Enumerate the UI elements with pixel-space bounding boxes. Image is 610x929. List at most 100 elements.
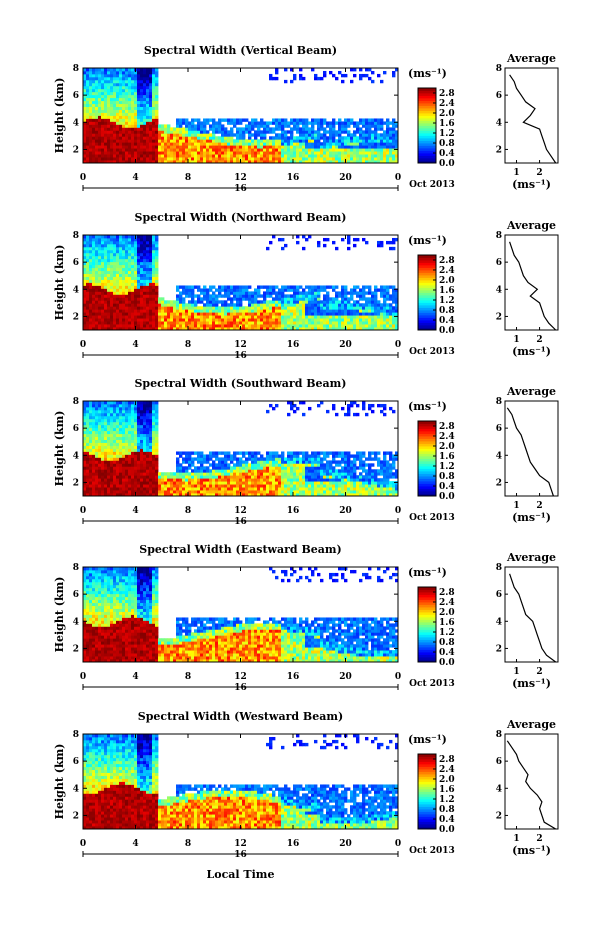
average-y-tick-label: 8: [496, 397, 502, 407]
average-line: [506, 740, 557, 830]
average-y-tick-label: 8: [496, 64, 502, 74]
panel-3: Spectral Width (Southward Beam) 2 4 6 8 Heigh…: [53, 377, 559, 527]
panel-title: Spectral Width (Eastward Beam): [139, 543, 341, 556]
x-tick-label: 0: [395, 506, 401, 516]
date-label: Oct 2013: [409, 679, 455, 689]
average-x-tick-label: 1: [513, 168, 519, 178]
y-tick-label: 2: [73, 478, 79, 488]
x-tick-label: 0: [395, 173, 401, 183]
y-tick-label: 8: [73, 64, 79, 74]
y-tick-label: 6: [73, 590, 79, 600]
colorbar-tick-label: 1.6: [439, 618, 455, 628]
colorbar-tick-label: 2.4: [439, 99, 455, 109]
colorbar-tick-label: 0.0: [439, 658, 455, 668]
colorbar-tick-label: 2.0: [439, 608, 455, 618]
colorbar-tick-label: 1.2: [439, 462, 455, 472]
colorbar-tick-label: 2.8: [439, 422, 455, 432]
x-tick-label: 0: [80, 340, 86, 350]
heatmap-cells: [83, 68, 399, 164]
x-tick-label: 12: [234, 340, 247, 350]
x-tick-label: 16: [287, 672, 300, 682]
average-y-tick-label: 2: [496, 145, 502, 155]
average-y-tick-label: 8: [496, 563, 502, 573]
average-title: Average: [506, 718, 556, 731]
y-axis-label: Height (km): [53, 744, 66, 820]
average-line: [509, 241, 557, 331]
average-y-tick-label: 4: [496, 451, 502, 461]
average-y-tick-label: 2: [496, 644, 502, 654]
average-y-tick-label: 4: [496, 784, 502, 794]
day-label: 16: [234, 850, 247, 860]
colorbar-tick-label: 1.6: [439, 785, 455, 795]
average-title: Average: [506, 551, 556, 564]
x-tick-label: 20: [339, 173, 352, 183]
y-tick-label: 8: [73, 397, 79, 407]
average-y-tick-label: 2: [496, 478, 502, 488]
colorbar-tick-label: 1.6: [439, 119, 455, 129]
colorbar-tick-label: 0.4: [439, 149, 455, 159]
x-tick-label: 16: [287, 839, 300, 849]
average-y-tick-label: 8: [496, 231, 502, 241]
panel-title: Spectral Width (Vertical Beam): [144, 44, 337, 57]
average-x-tick-label: 2: [536, 168, 542, 178]
panel-title: Spectral Width (Southward Beam): [134, 377, 346, 390]
colorbar-frame: [417, 87, 437, 164]
colorbar-frame: [417, 753, 437, 830]
y-tick-label: 6: [73, 91, 79, 101]
y-tick-label: 6: [73, 258, 79, 268]
average-x-tick-label: 1: [513, 834, 519, 844]
colorbar-tick-label: 1.6: [439, 286, 455, 296]
average-y-tick-label: 8: [496, 730, 502, 740]
colorbar-tick-label: 1.2: [439, 129, 455, 139]
x-tick-label: 4: [132, 672, 138, 682]
average-y-tick-label: 4: [496, 285, 502, 295]
colorbar-tick-label: 2.0: [439, 442, 455, 452]
x-tick-label: 0: [80, 506, 86, 516]
colorbar-unit-label: (ms⁻¹): [408, 234, 447, 247]
colorbar-tick-label: 1.2: [439, 628, 455, 638]
colorbar-tick-label: 0.8: [439, 139, 455, 149]
y-tick-label: 2: [73, 811, 79, 821]
colorbar-tick-label: 2.0: [439, 109, 455, 119]
date-label: Oct 2013: [409, 846, 455, 856]
average-frame: [504, 566, 559, 663]
average-line: [509, 74, 557, 164]
y-tick-label: 8: [73, 563, 79, 573]
y-tick-label: 4: [73, 617, 79, 627]
colorbar: 0.00.40.81.21.62.02.42.8: [417, 586, 455, 668]
colorbar-tick-label: 2.8: [439, 256, 455, 266]
y-tick-label: 8: [73, 730, 79, 740]
panel-title: Spectral Width (Northward Beam): [135, 211, 347, 224]
average-x-tick-label: 1: [513, 667, 519, 677]
heatmap-cells: [83, 567, 399, 663]
average-frame: [504, 234, 559, 331]
colorbar-tick-label: 2.4: [439, 432, 455, 442]
x-tick-label: 16: [287, 340, 300, 350]
x-tick-label: 4: [132, 506, 138, 516]
heatmap-cells: [83, 734, 399, 830]
colorbar-tick-label: 2.0: [439, 276, 455, 286]
day-label: 16: [234, 683, 247, 693]
x-tick-label: 20: [339, 839, 352, 849]
colorbar: 0.00.40.81.21.62.02.42.8: [417, 420, 455, 502]
panel-4: Spectral Width (Eastward Beam) 2 4 6 8 Height…: [53, 543, 559, 693]
colorbar: 0.00.40.81.21.62.02.42.8: [417, 254, 455, 336]
y-tick-label: 4: [73, 784, 79, 794]
colorbar-tick-label: 2.4: [439, 598, 455, 608]
average-title: Average: [506, 385, 556, 398]
y-tick-label: 6: [73, 757, 79, 767]
x-tick-label: 8: [185, 506, 191, 516]
y-tick-label: 2: [73, 145, 79, 155]
average-y-tick-label: 6: [496, 590, 502, 600]
day-label: 16: [234, 517, 247, 527]
average-x-label: (ms⁻¹): [512, 345, 551, 358]
average-x-tick-label: 2: [536, 335, 542, 345]
x-tick-label: 0: [80, 173, 86, 183]
average-x-label: (ms⁻¹): [512, 844, 551, 857]
average-x-tick-label: 2: [536, 667, 542, 677]
day-label: 16: [234, 184, 247, 194]
colorbar-tick-label: 1.2: [439, 795, 455, 805]
average-line: [509, 573, 557, 663]
